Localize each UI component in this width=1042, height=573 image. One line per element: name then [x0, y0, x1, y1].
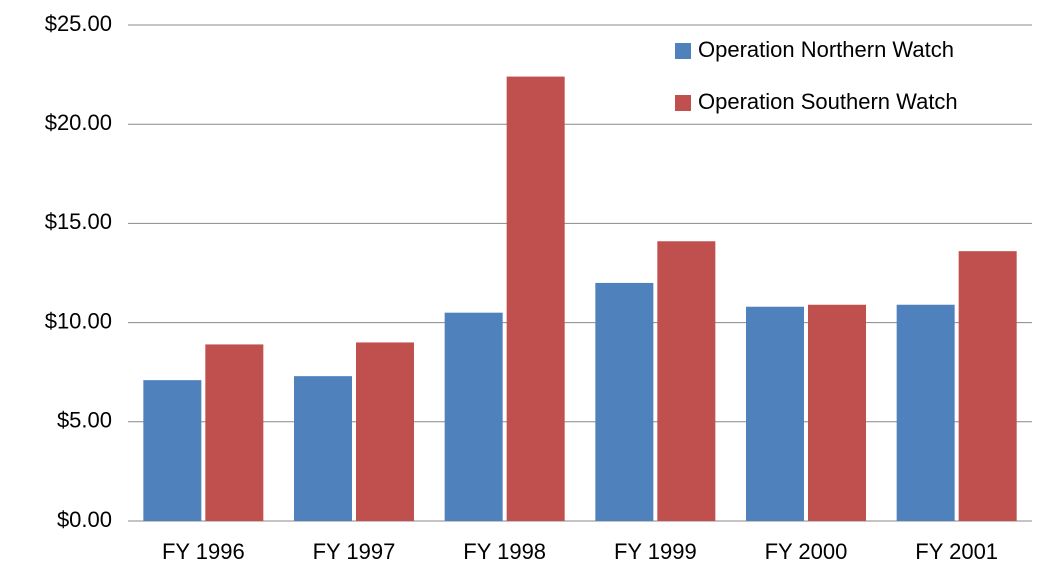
- bar: [595, 282, 654, 521]
- y-tick-label: $25.00: [45, 11, 112, 36]
- legend-swatch: [675, 95, 691, 111]
- bar: [746, 306, 804, 521]
- bar: [205, 344, 264, 521]
- x-tick-label: FY 1998: [463, 539, 546, 564]
- bar: [506, 76, 565, 522]
- bar: [294, 376, 352, 521]
- legend-label: Operation Southern Watch: [698, 89, 958, 114]
- x-tick-label: FY 1999: [614, 539, 697, 564]
- bar: [958, 251, 1017, 521]
- y-tick-label: $0.00: [57, 507, 112, 532]
- bar: [143, 380, 202, 521]
- bar: [808, 304, 866, 521]
- x-tick-label: FY 2000: [765, 539, 848, 564]
- y-tick-label: $15.00: [45, 209, 112, 234]
- x-tick-label: FY 1996: [162, 539, 245, 564]
- bar: [657, 241, 716, 522]
- legend-label: Operation Northern Watch: [698, 37, 954, 62]
- y-tick-label: $20.00: [45, 110, 112, 135]
- bar: [896, 304, 955, 521]
- bar: [356, 342, 414, 521]
- y-tick-label: $10.00: [45, 308, 112, 333]
- x-tick-label: FY 1997: [313, 539, 396, 564]
- legend-swatch: [675, 43, 691, 59]
- x-tick-label: FY 2001: [915, 539, 998, 564]
- bar: [444, 312, 503, 521]
- y-tick-label: $5.00: [57, 408, 112, 433]
